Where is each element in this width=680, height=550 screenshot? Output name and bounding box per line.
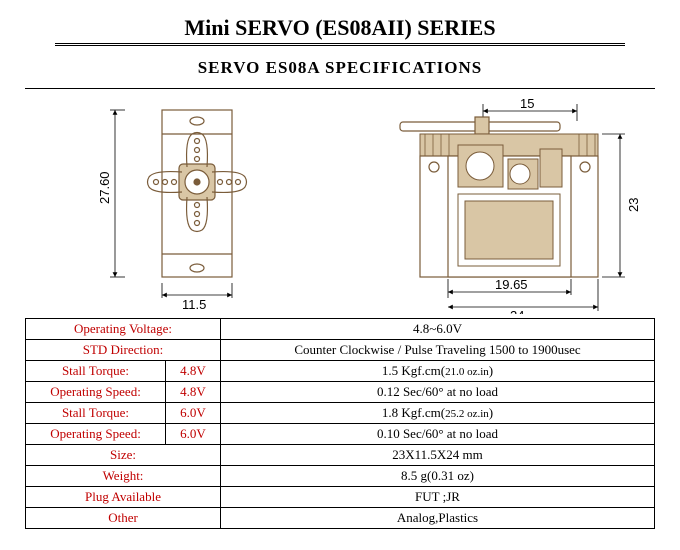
table-row: Plug AvailableFUT ;JR	[26, 487, 655, 508]
dim-right-top: 15	[520, 99, 534, 111]
spec-voltage: 6.0V	[166, 424, 221, 445]
spec-value: 1.8 Kgf.cm(25.2 oz.in)	[221, 403, 655, 424]
technical-drawings: 27.60 11.5	[25, 88, 655, 318]
spec-value: Analog,Plastics	[221, 508, 655, 529]
table-row: OtherAnalog,Plastics	[26, 508, 655, 529]
page-subtitle: SERVO ES08A SPECIFICATIONS	[25, 58, 655, 78]
dim-right-outer: 24	[510, 308, 524, 314]
spec-value: 8.5 g(0.31 oz)	[221, 466, 655, 487]
spec-label: STD Direction:	[26, 340, 221, 361]
spec-voltage: 6.0V	[166, 403, 221, 424]
table-row: Weight:8.5 g(0.31 oz)	[26, 466, 655, 487]
table-row: Stall Torque:4.8V1.5 Kgf.cm(21.0 oz.in)	[26, 361, 655, 382]
table-row: Operating Speed:6.0V0.10 Sec/60° at no l…	[26, 424, 655, 445]
drawing-side-view: 15 23 19.65 24	[380, 99, 680, 319]
table-row: Operating Speed:4.8V0.12 Sec/60° at no l…	[26, 382, 655, 403]
dim-left-height: 27.60	[97, 171, 112, 204]
spec-label: Operating Voltage:	[26, 319, 221, 340]
spec-label: Size:	[26, 445, 221, 466]
spec-value: 4.8~6.0V	[221, 319, 655, 340]
spec-value: FUT ;JR	[221, 487, 655, 508]
spec-label: Weight:	[26, 466, 221, 487]
spec-value: Counter Clockwise / Pulse Traveling 1500…	[221, 340, 655, 361]
spec-value: 23X11.5X24 mm	[221, 445, 655, 466]
spec-voltage: 4.8V	[166, 382, 221, 403]
page-title: Mini SERVO (ES08AII) SERIES	[55, 15, 625, 46]
dim-left-width: 11.5	[182, 297, 206, 312]
spec-voltage: 4.8V	[166, 361, 221, 382]
spec-label: Other	[26, 508, 221, 529]
table-row: Operating Voltage:4.8~6.0V	[26, 319, 655, 340]
spec-label: Stall Torque:	[26, 361, 166, 382]
spec-label: Operating Speed:	[26, 382, 166, 403]
spec-value: 0.12 Sec/60° at no load	[221, 382, 655, 403]
table-row: Stall Torque:6.0V1.8 Kgf.cm(25.2 oz.in)	[26, 403, 655, 424]
spec-label: Plug Available	[26, 487, 221, 508]
dim-right-inner: 19.65	[495, 277, 528, 292]
table-row: STD Direction:Counter Clockwise / Pulse …	[26, 340, 655, 361]
spec-value: 1.5 Kgf.cm(21.0 oz.in)	[221, 361, 655, 382]
dim-right-height: 23	[626, 198, 641, 212]
spec-label: Operating Speed:	[26, 424, 166, 445]
drawing-top-view: 27.60 11.5	[60, 99, 320, 319]
table-row: Size:23X11.5X24 mm	[26, 445, 655, 466]
specifications-table: Operating Voltage:4.8~6.0VSTD Direction:…	[25, 318, 655, 529]
spec-value: 0.10 Sec/60° at no load	[221, 424, 655, 445]
spec-label: Stall Torque:	[26, 403, 166, 424]
